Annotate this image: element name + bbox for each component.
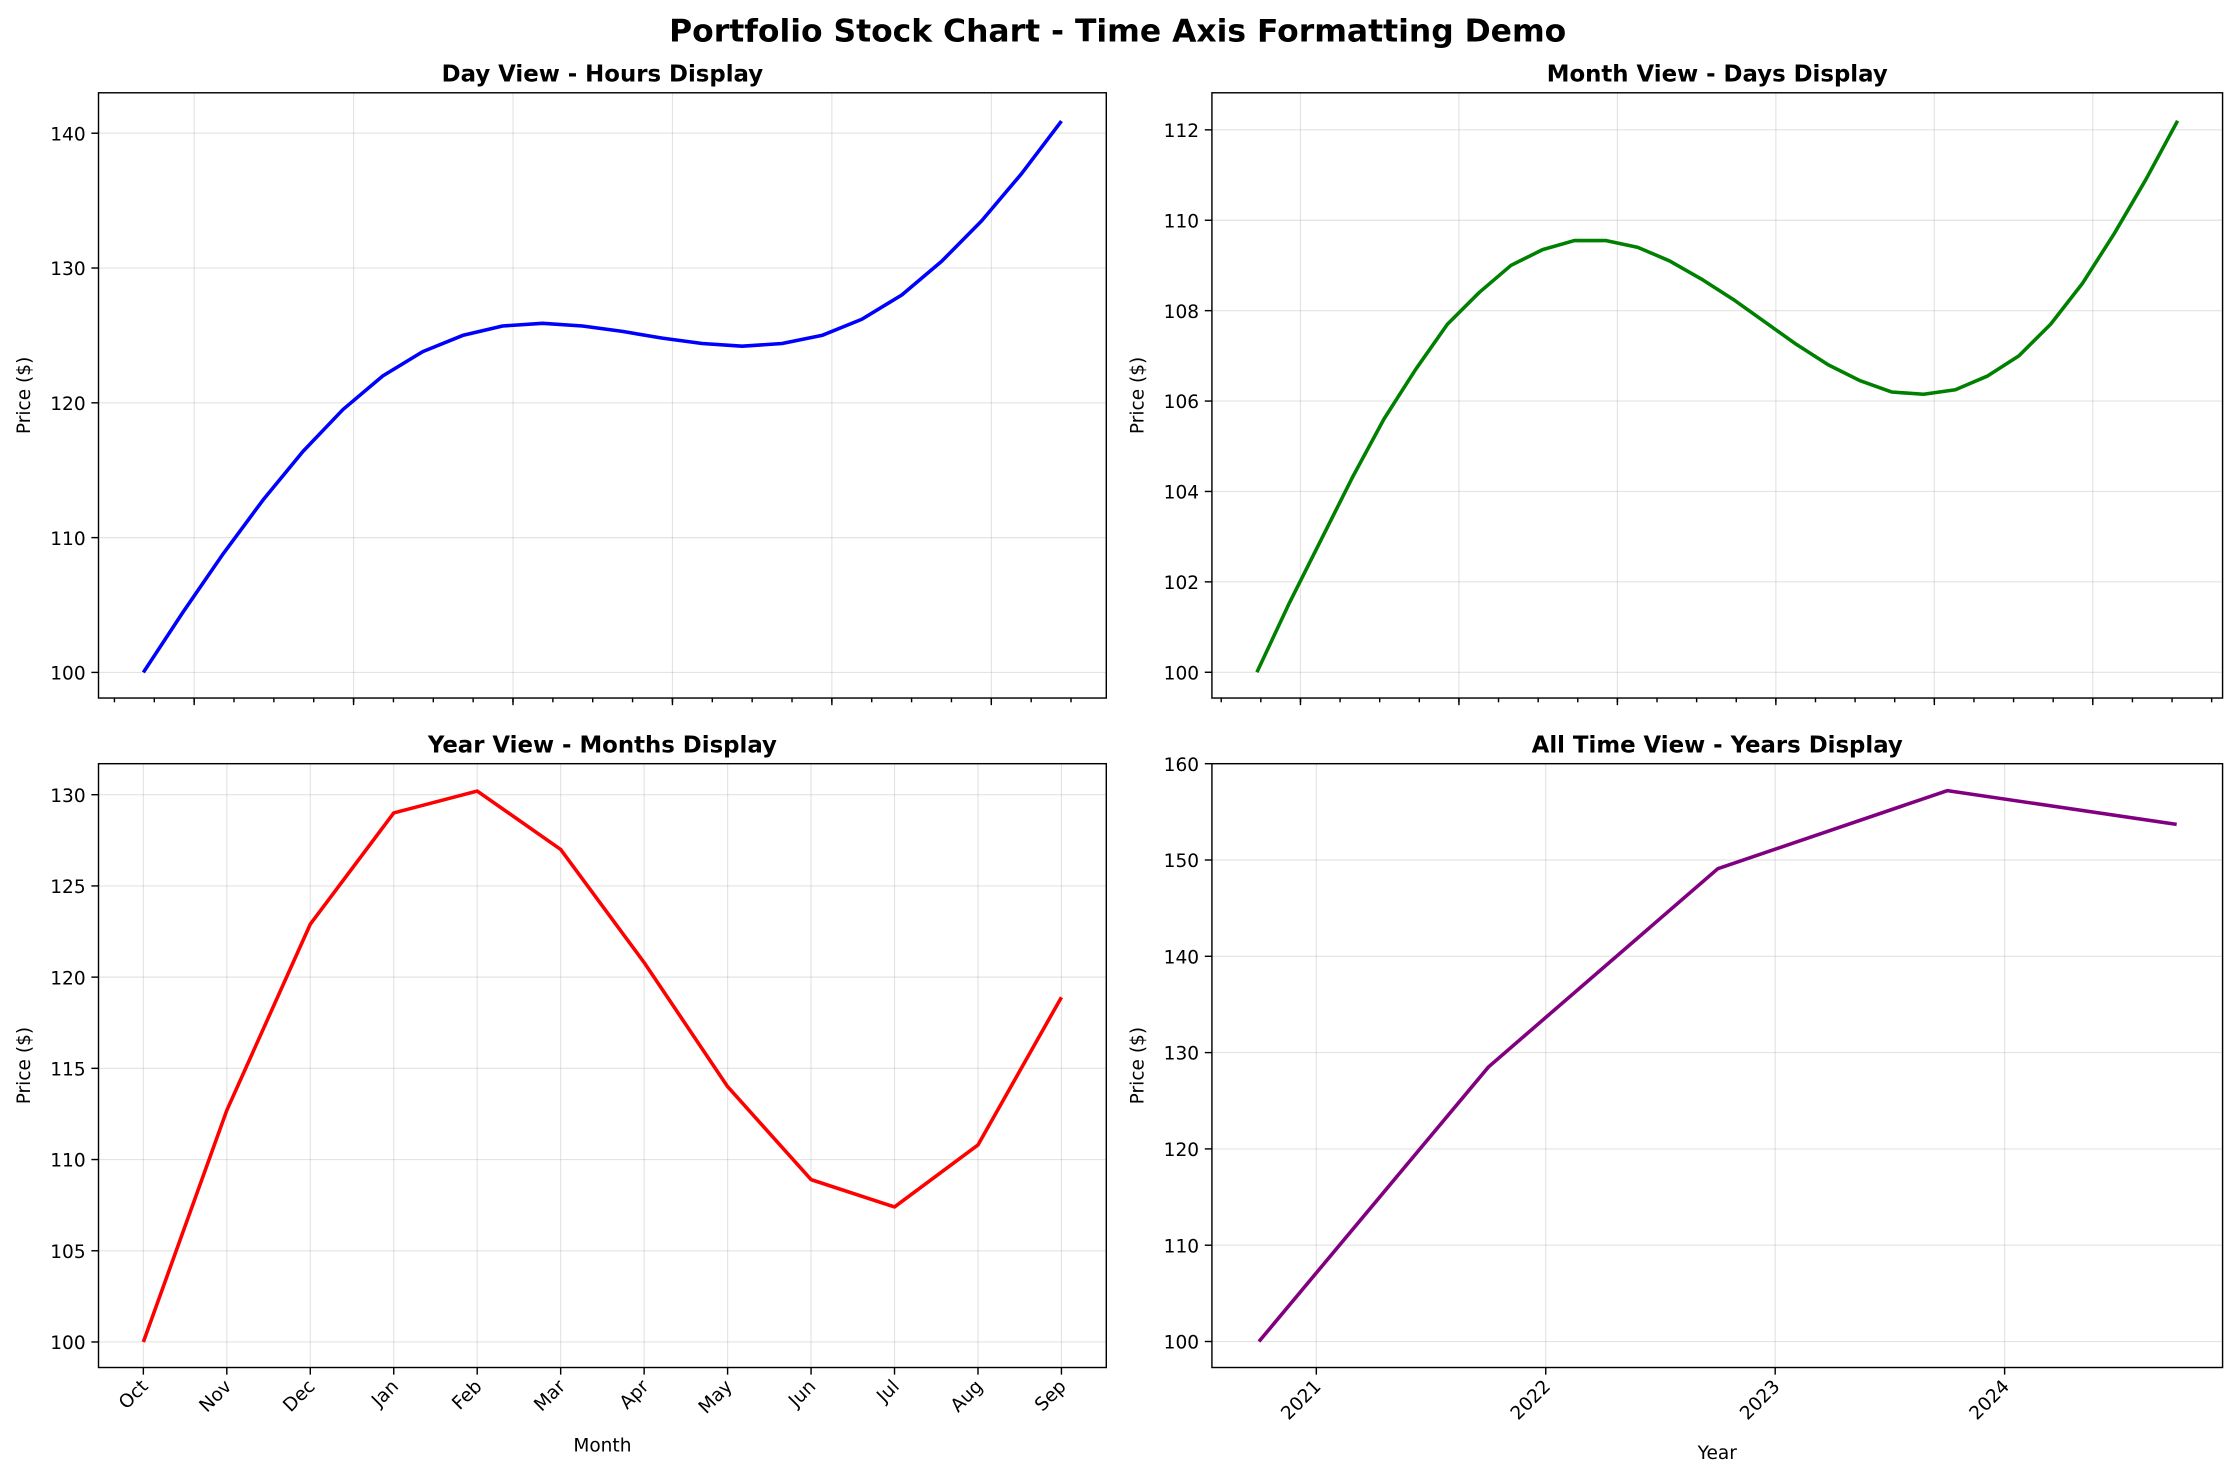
x-tick-label: Jun bbox=[784, 1376, 820, 1412]
y-tick-label: 106 bbox=[1164, 392, 1199, 413]
axes-frame bbox=[97, 92, 1108, 699]
x-tick-label: Dec bbox=[279, 1376, 319, 1416]
y-tick-label: 140 bbox=[1164, 947, 1199, 968]
x-tick-label: 2021 bbox=[1277, 1376, 1325, 1424]
y-tick-label: 130 bbox=[50, 259, 85, 280]
y-axis-label: Price ($) bbox=[1127, 1027, 1148, 1104]
y-tick-label: 100 bbox=[50, 1333, 85, 1354]
y-tick-label: 130 bbox=[1164, 1044, 1199, 1065]
subplot-title: Day View - Hours Display bbox=[442, 61, 764, 87]
x-tick-label: 2022 bbox=[1507, 1376, 1555, 1424]
x-tick-label: Mar bbox=[530, 1376, 570, 1416]
price-line bbox=[141, 120, 1063, 674]
y-tick-label: 105 bbox=[50, 1242, 85, 1263]
y-tick-label: 150 bbox=[1164, 851, 1199, 872]
y-tick-label: 102 bbox=[1164, 573, 1199, 594]
y-tick-label: 130 bbox=[50, 786, 85, 807]
axes-frame bbox=[97, 762, 1108, 1369]
y-tick-label: 108 bbox=[1164, 302, 1199, 323]
x-tick-label: May bbox=[695, 1376, 737, 1418]
y-tick-label: 120 bbox=[50, 394, 85, 415]
y-axis-label: Price ($) bbox=[14, 1027, 35, 1104]
price-line bbox=[1255, 119, 2180, 674]
y-tick-label: 112 bbox=[1164, 121, 1199, 142]
y-axis-label: Price ($) bbox=[14, 357, 35, 434]
figure-title: Portfolio Stock Chart - Time Axis Format… bbox=[669, 13, 1566, 49]
subplot-title: Month View - Days Display bbox=[1547, 61, 1888, 87]
x-tick-label: Apr bbox=[616, 1376, 654, 1414]
x-tick-label: Feb bbox=[448, 1376, 486, 1414]
x-tick-label: 2024 bbox=[1966, 1376, 2014, 1424]
y-tick-label: 100 bbox=[1164, 663, 1199, 684]
y-axis-label: Price ($) bbox=[1127, 357, 1148, 434]
subplot-title: Year View - Months Display bbox=[427, 732, 777, 758]
axes-frame bbox=[1211, 92, 2224, 699]
y-tick-label: 115 bbox=[50, 1059, 85, 1080]
y-tick-label: 120 bbox=[50, 968, 85, 989]
x-tick-label: Jan bbox=[367, 1376, 403, 1412]
x-axis-label: Month bbox=[573, 1436, 631, 1457]
y-tick-label: 110 bbox=[50, 1151, 85, 1172]
y-tick-label: 120 bbox=[1164, 1140, 1199, 1161]
y-tick-label: 140 bbox=[50, 124, 85, 145]
y-tick-label: 160 bbox=[1164, 755, 1199, 776]
x-axis-label: Year bbox=[1697, 1443, 1738, 1464]
price-line bbox=[1257, 788, 2177, 1343]
y-tick-label: 104 bbox=[1164, 483, 1199, 504]
x-tick-label: Sep bbox=[1031, 1376, 1071, 1416]
y-tick-label: 110 bbox=[50, 529, 85, 550]
x-tick-label: Jul bbox=[872, 1376, 903, 1407]
x-tick-label: Nov bbox=[196, 1376, 236, 1416]
y-tick-label: 100 bbox=[1164, 1333, 1199, 1354]
y-tick-label: 125 bbox=[50, 877, 85, 898]
x-tick-label: Aug bbox=[947, 1376, 987, 1416]
y-tick-label: 100 bbox=[50, 664, 85, 685]
x-tick-label: 2023 bbox=[1736, 1376, 1784, 1424]
y-tick-label: 110 bbox=[1164, 1236, 1199, 1257]
price-line bbox=[141, 789, 1064, 1343]
y-tick-label: 110 bbox=[1164, 211, 1199, 232]
subplot-title: All Time View - Years Display bbox=[1532, 732, 1903, 758]
axes-frame bbox=[1211, 762, 2224, 1369]
x-tick-label: Oct bbox=[115, 1376, 153, 1414]
